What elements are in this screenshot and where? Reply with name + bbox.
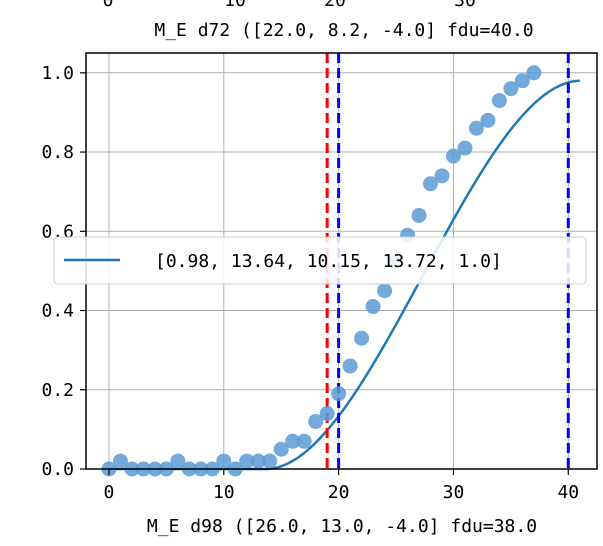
data-point	[491, 93, 507, 109]
x-tick-label: 30	[443, 482, 465, 503]
data-point	[422, 176, 438, 192]
data-point	[273, 441, 289, 457]
data-point	[354, 330, 370, 346]
x-axis-ticks: 0 10 20 30 40	[104, 469, 579, 503]
x-tick-label: 10	[213, 482, 235, 503]
top-tick-label: 30	[454, 0, 476, 11]
data-point	[250, 453, 266, 469]
legend-box	[53, 236, 587, 285]
y-tick-label: 0.2	[41, 380, 74, 401]
data-point	[434, 168, 450, 184]
y-axis-ticks: 0.00.20.40.60.81.0	[41, 63, 86, 480]
data-point	[342, 358, 358, 374]
data-point	[170, 453, 186, 469]
data-point	[112, 453, 128, 469]
data-point	[480, 112, 496, 128]
data-point	[285, 433, 301, 449]
data-point	[526, 65, 542, 81]
data-point	[503, 81, 519, 97]
top-axis-tick-labels: 0 10 20 30	[103, 0, 476, 11]
x-tick-label: 0	[104, 482, 115, 503]
data-point	[319, 406, 335, 422]
top-label: M_E d72 ([22.0, 8.2, -4.0] fdu=40.0	[154, 20, 533, 41]
data-point	[216, 453, 232, 469]
data-point	[239, 453, 255, 469]
data-point	[331, 386, 347, 402]
y-tick-label: 0.0	[41, 459, 74, 480]
data-point	[411, 207, 427, 223]
top-tick-label: 20	[324, 0, 346, 11]
data-point	[514, 73, 530, 89]
x-tick-label: 40	[557, 482, 579, 503]
legend-entry-label: [0.98, 13.64, 10.15, 13.72, 1.0]	[155, 251, 502, 272]
x-axis-label: M_E d98 ([26.0, 13.0, -4.0] fdu=38.0	[147, 516, 537, 537]
data-point	[262, 453, 278, 469]
data-point	[377, 283, 393, 299]
data-point	[296, 433, 312, 449]
data-point	[468, 120, 484, 136]
data-point	[445, 148, 461, 164]
top-tick-label: 0	[103, 0, 114, 11]
data-point	[457, 140, 473, 156]
legend: [0.98, 13.64, 10.15, 13.72, 1.0]	[53, 236, 587, 285]
y-tick-label: 0.8	[41, 142, 74, 163]
y-tick-label: 0.4	[41, 301, 74, 322]
top-tick-label: 10	[224, 0, 246, 11]
data-point	[365, 299, 381, 315]
y-tick-label: 1.0	[41, 63, 74, 84]
data-point	[308, 413, 324, 429]
x-tick-label: 20	[328, 482, 350, 503]
